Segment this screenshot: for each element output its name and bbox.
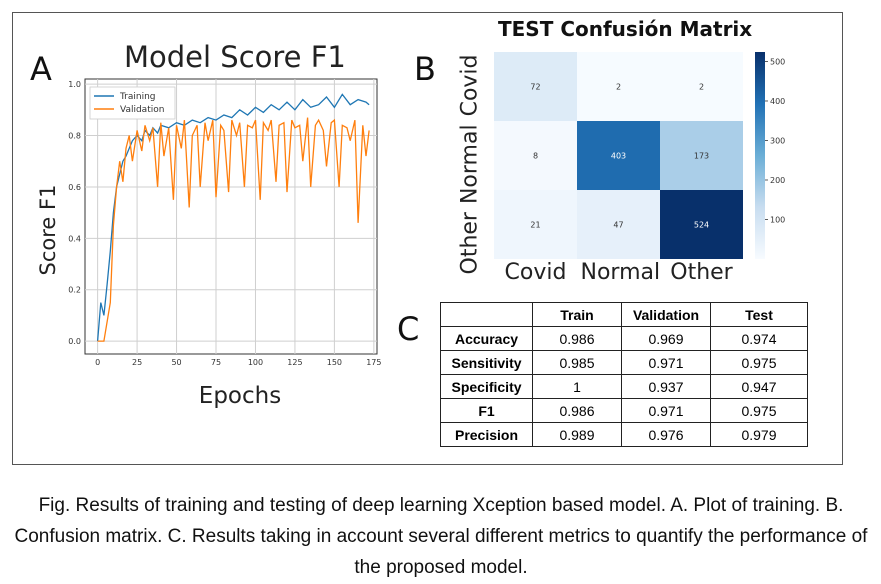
- cell-value: 72: [530, 83, 540, 92]
- matrix-cell: [660, 121, 743, 190]
- chart-title: Model Score F1: [124, 40, 346, 74]
- panel-label-a: A: [30, 50, 52, 88]
- cell-value: 2: [699, 83, 704, 92]
- series-line-validation: [97, 117, 370, 342]
- x-tick-label: 75: [211, 358, 221, 367]
- colorbar-tick-label: 300: [770, 136, 785, 145]
- confusion-row-label: Covid: [457, 54, 483, 117]
- panel-label-b: B: [414, 50, 436, 88]
- table-row: Precision 0.989 0.976 0.979: [440, 422, 808, 447]
- table-header-cell: [440, 302, 533, 327]
- metric-name: Sensitivity: [440, 350, 533, 375]
- cell-value: 47: [613, 221, 623, 230]
- confusion-col-label: Normal: [580, 260, 661, 285]
- cell-value: 403: [611, 152, 626, 161]
- x-tick-label: 0: [95, 358, 100, 367]
- metric-value: 0.986: [532, 398, 622, 423]
- colorbar-tick-label: 100: [770, 215, 785, 224]
- cell-value: 173: [694, 152, 709, 161]
- cell-value: 2: [616, 83, 621, 92]
- confusion-row-label: Normal: [457, 124, 483, 205]
- matrix-cell: [494, 190, 577, 259]
- cell-value: 8: [533, 152, 538, 161]
- y-axis-label: Score F1: [36, 184, 60, 276]
- y-tick-label: 0.4: [68, 234, 81, 243]
- matrix-cell: [577, 190, 660, 259]
- confusion-col-label: Other: [670, 260, 733, 285]
- metric-name: Accuracy: [440, 326, 533, 351]
- metric-value: 0.979: [710, 422, 808, 447]
- metrics-table: Train Validation Test Accuracy 0.986 0.969…: [440, 302, 808, 447]
- figure-frame: [12, 12, 843, 465]
- panel-label-c: C: [397, 310, 420, 348]
- y-tick-label: 1.0: [68, 80, 81, 89]
- y-tick-label: 0.6: [68, 183, 81, 192]
- x-tick-label: 50: [171, 358, 181, 367]
- metric-value: 0.986: [532, 326, 622, 351]
- x-tick-label: 125: [287, 358, 302, 367]
- metric-value: 0.937: [621, 374, 711, 399]
- metric-value: 0.974: [710, 326, 808, 351]
- confusion-matrix: 72 2 2 8 403 173 21 47 524 100 200 300 400 500: [494, 52, 785, 259]
- metric-value: 0.971: [621, 398, 711, 423]
- table-row: Accuracy 0.986 0.969 0.974: [440, 326, 808, 351]
- metric-value: 0.947: [710, 374, 808, 399]
- x-axis-label: Epochs: [198, 383, 282, 409]
- x-tick-label: 25: [132, 358, 142, 367]
- matrix-cell: [660, 52, 743, 121]
- metric-value: 0.971: [621, 350, 711, 375]
- confusion-row-label-group: Other Normal Covid: [458, 15, 483, 315]
- y-tick-label: 0.0: [68, 337, 81, 346]
- matrix-cell: [494, 52, 577, 121]
- x-tick-label: 175: [366, 358, 381, 367]
- colorbar-tick-label: 400: [770, 97, 785, 106]
- table-header-row: Train Validation Test: [440, 302, 808, 327]
- y-tick-label: 0.8: [68, 132, 81, 141]
- x-tick-label: 100: [248, 358, 263, 367]
- metric-name: Specificity: [440, 374, 533, 399]
- confusion-matrix-title: TEST Confusión Matrix: [498, 17, 753, 41]
- metric-value: 0.976: [621, 422, 711, 447]
- table-header-cell: Validation: [621, 302, 711, 327]
- metric-value: 0.975: [710, 398, 808, 423]
- colorbar-tick-label: 200: [770, 176, 785, 185]
- matrix-cell: [494, 121, 577, 190]
- legend-label: Training: [119, 92, 156, 102]
- table-header-cell: Train: [532, 302, 622, 327]
- colorbar: [755, 52, 765, 259]
- metric-value: 0.969: [621, 326, 711, 351]
- y-tick-label: 0.2: [68, 286, 81, 295]
- legend-label: Validation: [120, 105, 164, 115]
- table-row: Specificity 1 0.937 0.947: [440, 374, 808, 399]
- confusion-row-label: Other: [457, 212, 483, 275]
- x-tick-label: 150: [327, 358, 342, 367]
- metric-value: 0.985: [532, 350, 622, 375]
- metric-value: 0.989: [532, 422, 622, 447]
- matrix-cell: [577, 121, 660, 190]
- legend-box: [89, 86, 176, 120]
- metric-value: 1: [532, 374, 622, 399]
- cell-value: 524: [694, 221, 709, 230]
- table-header-cell: Test: [710, 302, 808, 327]
- confusion-col-label: Covid: [504, 260, 567, 285]
- matrix-cell: [577, 52, 660, 121]
- legend: Training Validation: [89, 86, 176, 120]
- cell-value: 21: [530, 221, 540, 230]
- table-row: F1 0.986 0.971 0.975: [440, 398, 808, 423]
- figure-caption: Fig. Results of training and testing of …: [14, 495, 868, 578]
- table-row: Sensitivity 0.985 0.971 0.975: [440, 350, 808, 375]
- matrix-cell: [660, 190, 743, 259]
- colorbar-tick-label: 500: [770, 57, 785, 66]
- metric-name: F1: [440, 398, 533, 423]
- metric-value: 0.975: [710, 350, 808, 375]
- line-chart: 0.0 0.2 0.4 0.6 0.8 1.0 0 25 50 75 100 125 150 175 Tra…: [68, 78, 381, 367]
- metric-name: Precision: [440, 422, 533, 447]
